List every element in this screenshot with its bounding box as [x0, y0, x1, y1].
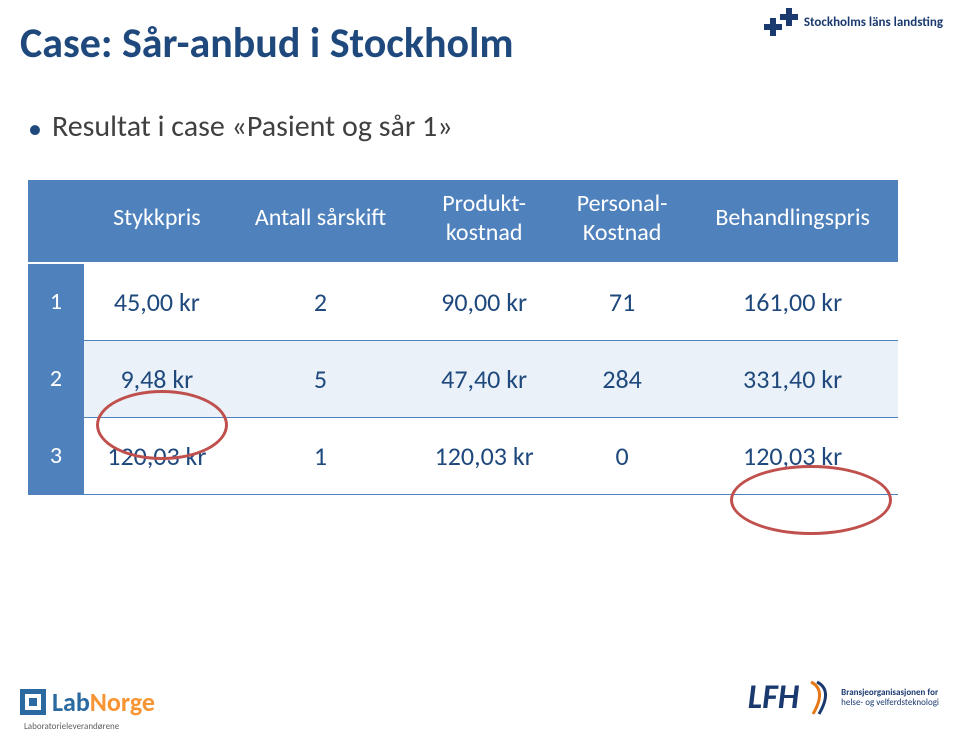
cell: 47,40 kr	[411, 340, 557, 417]
page-title: Case: Sår-anbud i Stockholm	[20, 18, 514, 69]
bullet-text: Resultat i case «Pasient og sår 1»	[52, 108, 453, 145]
lfh-swoosh-icon	[807, 680, 833, 716]
bullet-dot-icon: •	[28, 111, 42, 146]
labnorge-square-icon	[20, 689, 46, 715]
result-table: Stykkpris Antall sårskift Produkt- kostn…	[28, 180, 898, 495]
col-produktkostnad: Produkt- kostnad	[411, 180, 557, 263]
lfh-sub-block: Bransjeorganisasjonen for helse- og velf…	[841, 688, 939, 708]
table-row: 2 9,48 kr 5 47,40 kr 284 331,40 kr	[28, 340, 898, 417]
cell: 161,00 kr	[687, 263, 898, 341]
labnorge-text: LabNorge	[52, 686, 155, 718]
footer-left-logo: LabNorge	[20, 686, 155, 718]
cell: 120,03 kr	[687, 417, 898, 494]
lfh-sub2: helse- og velferdsteknologi	[841, 698, 939, 708]
labnorge-lab: Lab	[52, 686, 90, 718]
cell: 284	[557, 340, 687, 417]
col-antall: Antall sårskift	[230, 180, 412, 263]
header-logo: Stockholms läns landsting	[764, 8, 943, 36]
table-row: 3 120,03 kr 1 120,03 kr 0 120,03 kr	[28, 417, 898, 494]
footer-right-logo: LFH Bransjeorganisasjonen for helse- og …	[748, 677, 939, 718]
cell: 45,00 kr	[84, 263, 230, 341]
table-row: 1 45,00 kr 2 90,00 kr 71 161,00 kr	[28, 263, 898, 341]
cell: 331,40 kr	[687, 340, 898, 417]
col-behandlingspris: Behandlingspris	[687, 180, 898, 263]
header-logo-text: Stockholms läns landsting	[804, 15, 943, 30]
labnorge-norge: Norge	[90, 686, 155, 718]
cell: 71	[557, 263, 687, 341]
cell: 0	[557, 417, 687, 494]
lfh-brand: LFH	[748, 677, 799, 718]
cell: 120,03 kr	[411, 417, 557, 494]
row-index: 3	[28, 417, 84, 494]
cell: 120,03 kr	[84, 417, 230, 494]
row-index: 2	[28, 340, 84, 417]
sl-logo-icon	[764, 8, 798, 36]
col-produktkostnad-text: Produkt- kostnad	[442, 189, 526, 247]
col-blank	[28, 180, 84, 263]
row-index: 1	[28, 263, 84, 341]
cell: 5	[230, 340, 412, 417]
bullet-line: • Resultat i case «Pasient og sår 1»	[28, 108, 453, 146]
cell: 9,48 kr	[84, 340, 230, 417]
cell: 90,00 kr	[411, 263, 557, 341]
col-personalkostnad: Personal- Kostnad	[557, 180, 687, 263]
col-personalkostnad-text: Personal- Kostnad	[577, 189, 668, 247]
labnorge-sub: Laboratorieleverandørene	[24, 721, 119, 732]
cell: 2	[230, 263, 412, 341]
cell: 1	[230, 417, 412, 494]
col-stykkpris: Stykkpris	[84, 180, 230, 263]
